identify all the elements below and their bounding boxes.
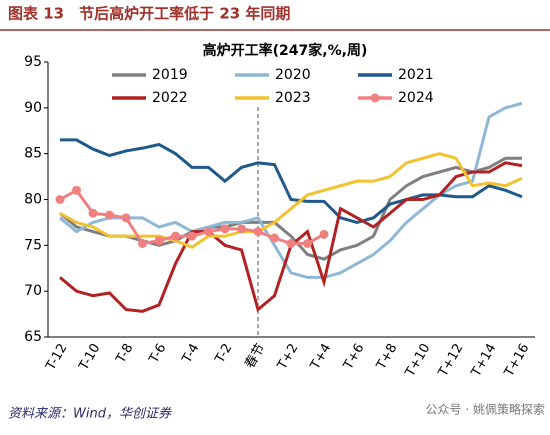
legend-label: 2019 — [152, 67, 188, 83]
point — [121, 213, 131, 223]
series-line — [60, 138, 523, 224]
point — [220, 224, 230, 234]
x-tick-label: T+12 — [435, 341, 466, 380]
y-tick-label: 80 — [24, 192, 42, 208]
point — [88, 208, 98, 218]
point — [270, 233, 279, 243]
x-tick-label: T+10 — [402, 341, 433, 380]
legend-label: 2020 — [275, 67, 311, 83]
series-line — [59, 156, 522, 261]
point — [187, 231, 197, 241]
point — [55, 195, 65, 204]
y-tick-label: 95 — [24, 54, 42, 70]
legend-label: 2023 — [275, 90, 311, 106]
legend-label: 2022 — [152, 90, 188, 106]
y-tick-label: 85 — [24, 146, 42, 162]
y-tick-label: 70 — [24, 283, 42, 299]
y-tick-label: 75 — [24, 237, 42, 253]
x-tick-label: T-12 — [43, 341, 70, 374]
source: 资料来源：Wind，华创证券 — [8, 407, 172, 422]
point — [72, 185, 81, 195]
point — [105, 210, 114, 220]
x-tick-label: T+2 — [274, 341, 301, 373]
legend-marker — [370, 93, 380, 103]
series-line — [59, 101, 523, 279]
x-tick-label: 春节 — [242, 341, 268, 371]
chart-title: 高炉开工率(247家,%,周) — [203, 42, 368, 59]
x-tick-label: T+16 — [501, 341, 532, 380]
point — [138, 239, 147, 248]
watermark: 公众号 · 姚佩策略探索 — [426, 402, 545, 417]
point — [253, 227, 263, 237]
point — [286, 239, 296, 248]
x-tick-label: T+6 — [340, 341, 367, 373]
point — [171, 231, 180, 241]
legend-label: 2024 — [398, 90, 434, 106]
x-tick-label: T-6 — [146, 341, 169, 366]
point — [319, 229, 329, 239]
legend-label: 2021 — [398, 67, 434, 83]
y-tick-label: 65 — [24, 329, 42, 345]
x-tick-label: T+4 — [307, 341, 334, 373]
point — [303, 239, 312, 248]
x-tick-label: T+14 — [468, 341, 499, 380]
header: 图表 13 节后高炉开工率低于 23 年同期 — [8, 5, 290, 23]
point — [237, 224, 246, 234]
x-tick-label: T-2 — [212, 341, 235, 366]
x-tick-label: T-10 — [76, 341, 103, 374]
y-tick-label: 90 — [24, 100, 42, 116]
x-tick-label: T-4 — [179, 341, 202, 366]
point — [204, 227, 213, 237]
x-tick-label: T-8 — [113, 341, 136, 366]
x-tick-label: T+8 — [373, 341, 400, 373]
point — [154, 236, 164, 246]
